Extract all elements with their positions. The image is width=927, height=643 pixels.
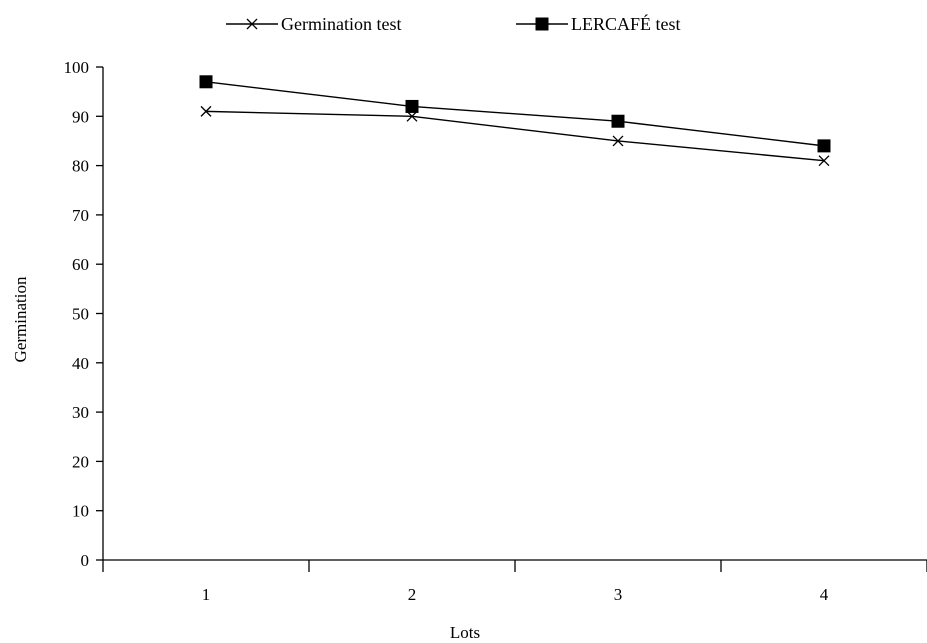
series-1	[200, 105, 830, 167]
square-marker-icon	[535, 17, 549, 31]
y-tick-label: 30	[72, 403, 89, 422]
y-axis-title: Germination	[11, 276, 30, 362]
data-point	[406, 110, 418, 122]
marker-stroke	[200, 105, 212, 117]
y-ticks: 0 10 20 30 40 50 60 70 80 90 100	[64, 58, 103, 570]
marker-stroke	[818, 155, 830, 167]
marker-stroke	[246, 18, 258, 30]
legend-item: Germination test	[226, 14, 401, 34]
series-line	[205, 110, 825, 162]
data-point	[405, 99, 419, 113]
x-ticks: 1 2 3 4	[102, 560, 927, 604]
y-tick-label: 70	[72, 206, 89, 225]
y-tick-label: 10	[72, 502, 89, 521]
x-tick-label: 3	[614, 585, 623, 604]
data-point	[611, 114, 625, 128]
data-point	[200, 105, 212, 117]
y-tick-label: 40	[72, 354, 89, 373]
legend-label: Germination test	[281, 14, 401, 34]
legend: Germination test LERCAFÉ test	[226, 13, 681, 34]
y-tick-label: 90	[72, 107, 89, 126]
y-tick-label: 0	[81, 551, 90, 570]
x-tick-label: 2	[408, 585, 417, 604]
data-point	[817, 139, 831, 153]
series-2	[199, 75, 831, 153]
series-line	[205, 81, 825, 147]
x-tick-label: 4	[820, 585, 829, 604]
axes	[102, 67, 927, 561]
data-point	[199, 75, 213, 89]
data-point	[612, 135, 624, 147]
y-tick-label: 60	[72, 255, 89, 274]
x-marker-icon	[246, 18, 258, 30]
y-tick-label: 20	[72, 452, 89, 471]
x-axis-title: Lots	[450, 623, 480, 642]
series-layer	[199, 75, 831, 167]
data-point	[818, 155, 830, 167]
marker-stroke	[612, 135, 624, 147]
x-tick-label: 1	[202, 585, 211, 604]
legend-item: LERCAFÉ test	[516, 13, 681, 34]
legend-label: LERCAFÉ test	[571, 13, 681, 34]
marker-stroke	[406, 110, 418, 122]
y-tick-label: 50	[72, 305, 89, 324]
y-tick-label: 80	[72, 157, 89, 176]
y-tick-label: 100	[64, 58, 90, 77]
